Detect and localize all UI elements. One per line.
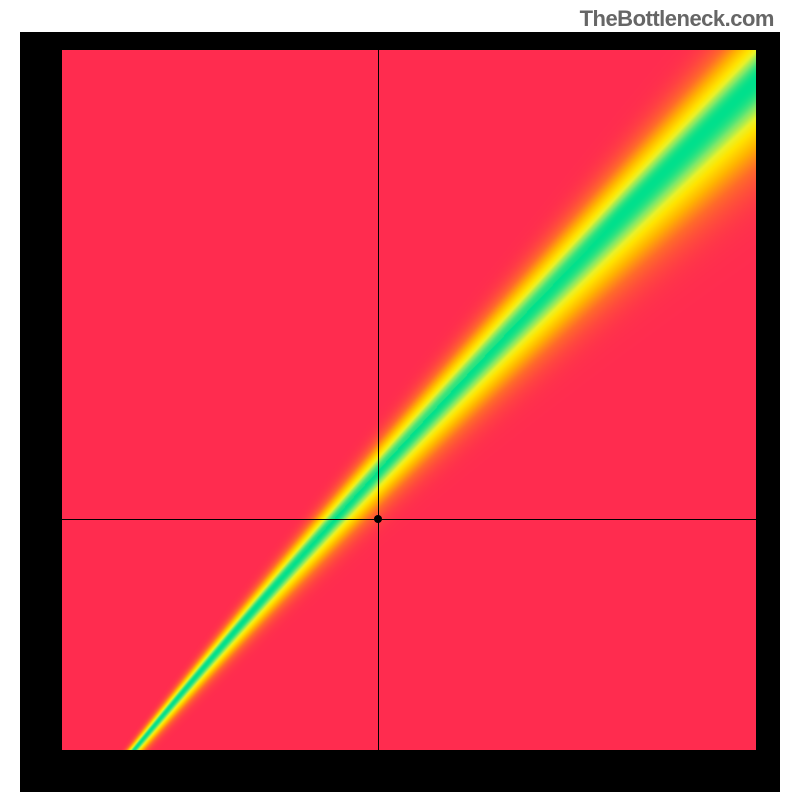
- crosshair-vertical: [378, 50, 379, 750]
- chart-frame: [20, 32, 780, 792]
- branding-text: TheBottleneck.com: [580, 6, 774, 32]
- heatmap-plot: [62, 50, 756, 750]
- heatmap-canvas: [62, 50, 756, 750]
- page-container: TheBottleneck.com: [0, 0, 800, 800]
- crosshair-marker: [374, 515, 382, 523]
- crosshair-horizontal: [62, 519, 756, 520]
